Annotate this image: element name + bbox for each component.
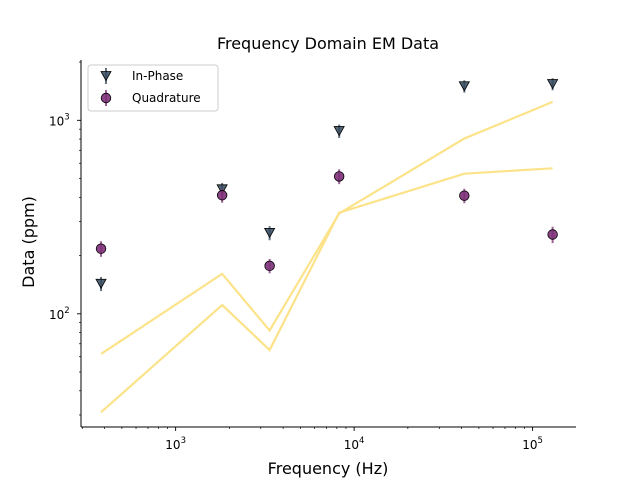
legend-marker [100,92,112,104]
in-phase-point [95,278,107,290]
y-tick-label: 103 [49,112,70,128]
legend-entry: In-Phase [100,68,183,84]
quadrature-point [459,190,470,201]
quadrature-point [547,229,558,240]
chart-title: Frequency Domain EM Data [217,34,439,53]
x-tick-label: 105 [522,436,543,452]
quadrature-point [333,171,345,182]
plot-area: 103 104 105 102 103 [49,60,576,452]
in-phase-point [263,227,276,239]
x-axis-label: Frequency (Hz) [268,459,389,478]
in-phase-point [458,81,471,92]
legend-entry: Quadrature [100,90,201,106]
legend-label: In-Phase [132,69,183,83]
y-axis-label: Data (ppm) [19,196,38,288]
legend-label: Quadrature [132,91,201,105]
in-phase-point [546,79,559,90]
quadrature-point [216,190,228,201]
legend: In-Phase Quadrature [87,64,219,112]
x-tick-label: 104 [344,436,365,452]
quadrature-point [264,260,275,272]
quadrature-point [95,243,107,254]
legend-marker [100,71,112,82]
y-tick-label: 102 [49,306,70,322]
in-phase-point [333,126,345,137]
x-tick-label: 103 [165,436,186,452]
legend-box [87,64,219,112]
model-line-1 [100,100,554,355]
model-line-2 [100,167,553,414]
